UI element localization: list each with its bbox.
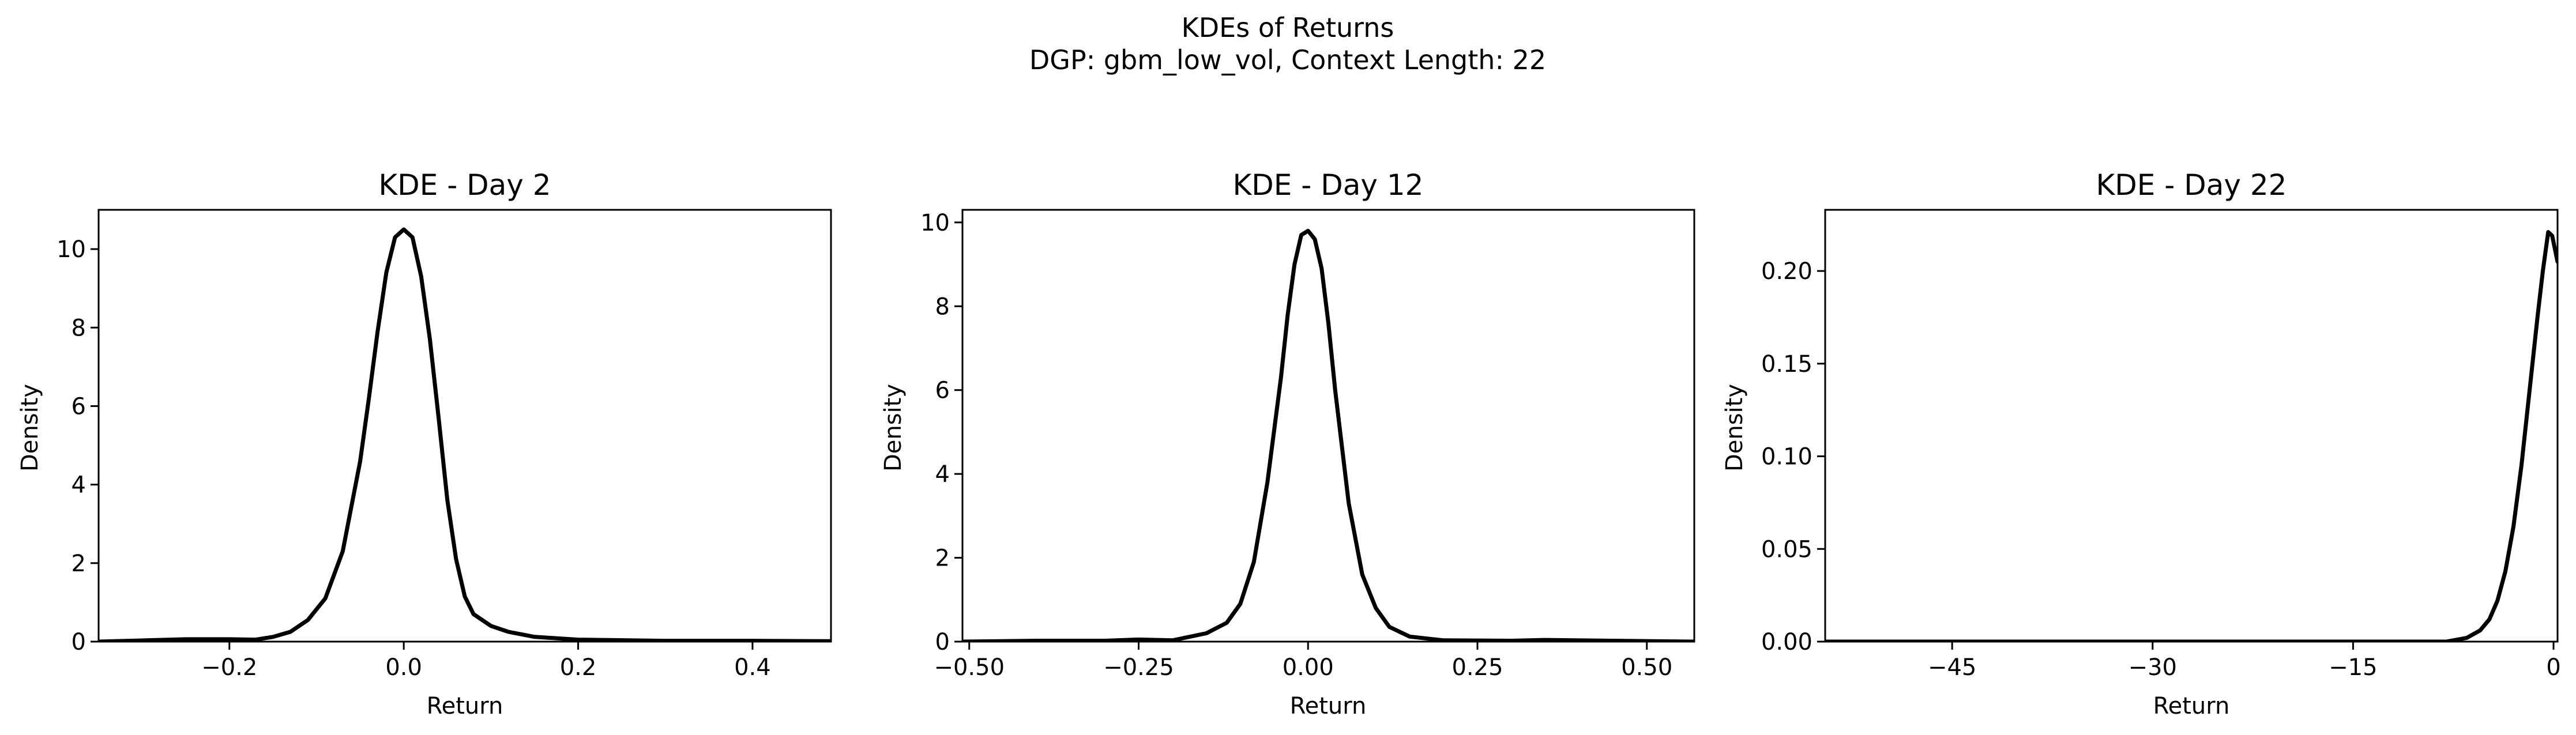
y-tick-label: 0.20 — [1761, 258, 1812, 285]
y-tick-label: 6 — [72, 393, 86, 420]
figure-title-line2: DGP: gbm_low_vol, Context Length: 22 — [1029, 44, 1546, 76]
x-tick-label: −0.25 — [1103, 654, 1174, 681]
y-tick-label: 4 — [72, 472, 86, 499]
x-tick-label: −45 — [1928, 654, 1976, 681]
y-tick-label: 4 — [935, 461, 950, 488]
y-tick-label: 0 — [935, 629, 950, 655]
y-tick-label: 0.10 — [1761, 444, 1812, 470]
y-tick-label: 8 — [72, 315, 86, 341]
y-tick-label: 0.00 — [1761, 629, 1812, 655]
subplot-title: KDE - Day 12 — [1233, 168, 1424, 202]
x-tick-label: 0.00 — [1283, 654, 1334, 681]
y-tick-label: 0.15 — [1761, 351, 1812, 378]
y-axis-label: Density — [880, 384, 907, 472]
x-tick-label: −15 — [2329, 654, 2377, 681]
x-tick-label: 0.0 — [385, 654, 422, 681]
x-tick-label: 0.50 — [1621, 654, 1672, 681]
kde-curve — [1825, 230, 2558, 642]
y-tick-label: 2 — [72, 551, 86, 577]
x-tick-label: −0.2 — [201, 654, 257, 681]
plot-frame — [1824, 209, 2559, 643]
y-axis-label: Density — [17, 384, 43, 472]
subplot-title: KDE - Day 2 — [378, 168, 551, 202]
kde-curve — [962, 228, 1694, 642]
subplot-day-22: KDE - Day 22 Return Density −45 −30 −15 0 0.… — [1721, 168, 2561, 719]
y-tick-label: 8 — [935, 293, 950, 320]
y-tick-label: 2 — [935, 545, 950, 572]
x-tick-label: −30 — [2129, 654, 2177, 681]
x-tick-label: 0.4 — [734, 654, 771, 681]
x-tick-label: 0.2 — [560, 654, 597, 681]
subplot-title: KDE - Day 22 — [2096, 168, 2287, 202]
y-tick-label: 6 — [935, 378, 950, 404]
subplot-day-12: KDE - Day 12 Return Density −0.50 −0.25 0.… — [880, 168, 1695, 719]
plot-frame — [961, 209, 1695, 643]
x-axis-label: Return — [1290, 693, 1367, 719]
y-tick-label: 0.05 — [1761, 536, 1812, 563]
x-tick-label: 0.25 — [1451, 654, 1503, 681]
x-tick-label: −0.50 — [934, 654, 1005, 681]
subplot-day-2: KDE - Day 2 Return Density −0.2 0.0 0.2 0.4… — [17, 168, 832, 719]
plot-frame — [97, 209, 832, 643]
y-tick-label: 10 — [57, 236, 86, 263]
kde-curve — [99, 227, 831, 642]
x-tick-label: 0 — [2546, 654, 2560, 681]
x-axis-label: Return — [2153, 693, 2230, 719]
x-axis-label: Return — [427, 693, 503, 719]
y-tick-label: 10 — [920, 210, 950, 236]
y-tick-label: 0 — [72, 629, 86, 655]
figure-title-line1: KDEs of Returns — [1182, 12, 1394, 43]
y-axis-label: Density — [1721, 384, 1748, 472]
